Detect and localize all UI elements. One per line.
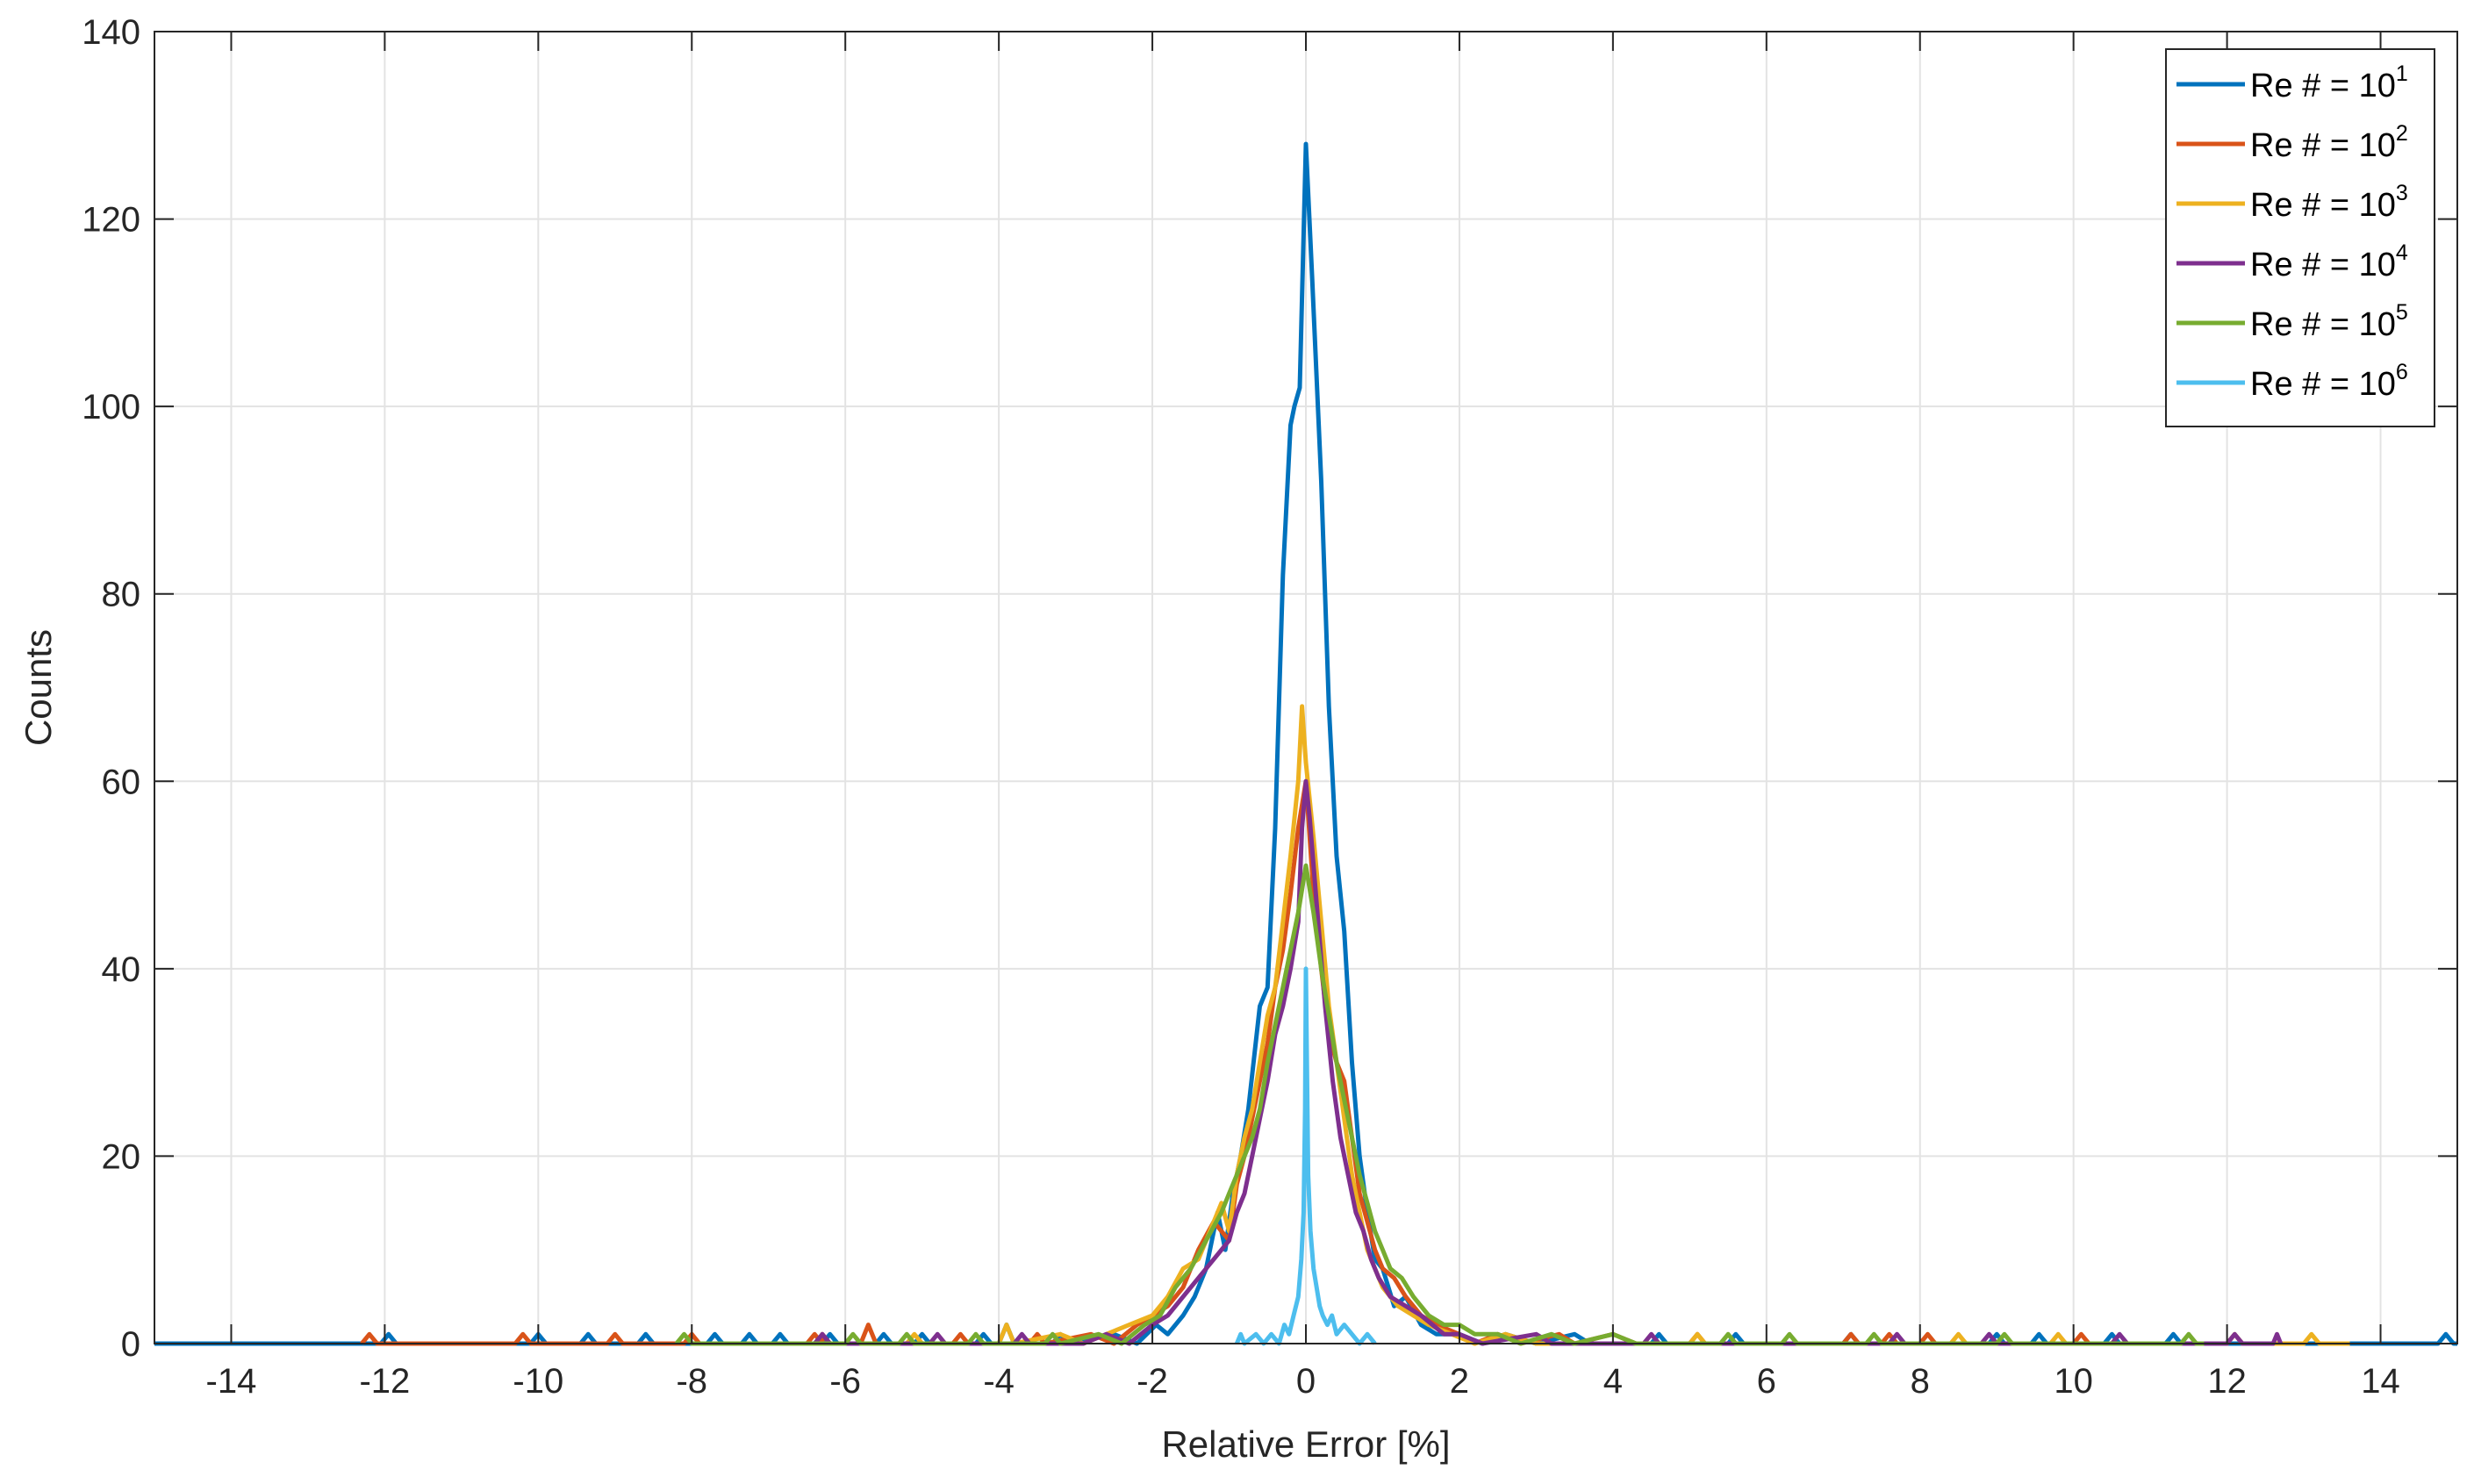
x-axis-title: Relative Error [%] — [1161, 1423, 1450, 1465]
x-tick-label: 14 — [2361, 1362, 2400, 1401]
legend-label: Re # = 106 — [2250, 360, 2408, 403]
x-tick-label: -4 — [983, 1362, 1015, 1401]
legend-box — [2165, 48, 2435, 427]
ticks — [154, 31, 2457, 1344]
y-tick-label: 40 — [102, 950, 141, 989]
y-tick-label: 100 — [82, 388, 140, 427]
y-tick-label: 120 — [82, 201, 140, 240]
x-tick-label: -6 — [829, 1362, 861, 1401]
tick-labels: -14 -12 -10 -8 -6 -4 -2 0 2 4 6 8 10 12 14020406080100… — [82, 13, 2400, 1401]
x-tick-label: -8 — [676, 1362, 707, 1401]
y-tick-label: 0 — [121, 1325, 140, 1364]
legend-exponent: 2 — [2396, 121, 2408, 146]
series-line-6 — [1234, 966, 1377, 1346]
legend-label: Re # = 105 — [2250, 300, 2408, 343]
y-tick-label: 60 — [102, 763, 141, 801]
x-tick-label: -2 — [1137, 1362, 1168, 1401]
x-tick-label: -12 — [359, 1362, 410, 1401]
legend-label: Re # = 103 — [2250, 181, 2408, 224]
x-tick-label: 10 — [2054, 1362, 2093, 1401]
legend-exponent: 4 — [2396, 240, 2408, 265]
legend-exponent: 5 — [2396, 300, 2408, 325]
x-tick-label: -10 — [513, 1362, 563, 1401]
x-tick-label: 8 — [1911, 1362, 1930, 1401]
x-tick-label: 4 — [1603, 1362, 1623, 1401]
series-line-4 — [813, 778, 2284, 1346]
legend-exponent: 1 — [2396, 61, 2408, 86]
y-tick-label: 140 — [82, 13, 140, 52]
y-axis-title: Counts — [18, 629, 59, 746]
y-tick-label: 20 — [102, 1137, 141, 1176]
legend-label: Re # = 104 — [2250, 240, 2408, 283]
y-tick-label: 80 — [102, 576, 141, 614]
legend-exponent: 3 — [2396, 181, 2408, 205]
x-tick-label: 6 — [1757, 1362, 1776, 1401]
x-tick-label: 0 — [1296, 1362, 1316, 1401]
x-tick-label: 12 — [2207, 1362, 2247, 1401]
legend-label: Re # = 102 — [2250, 121, 2408, 164]
legend-label: Re # = 101 — [2250, 61, 2408, 104]
x-tick-label: -14 — [206, 1362, 257, 1401]
legend-exponent: 6 — [2396, 360, 2408, 384]
legend: Re # = 101 Re # = 102 Re # = 103 Re # = 104… — [2165, 48, 2435, 427]
x-tick-label: 2 — [1450, 1362, 1469, 1401]
